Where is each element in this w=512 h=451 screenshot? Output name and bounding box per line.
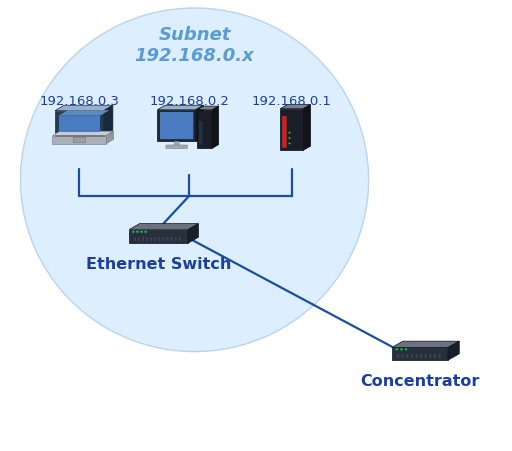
FancyBboxPatch shape <box>73 138 86 143</box>
FancyBboxPatch shape <box>158 237 161 242</box>
Circle shape <box>136 231 139 234</box>
Polygon shape <box>58 116 100 133</box>
Polygon shape <box>129 224 199 230</box>
Polygon shape <box>212 107 219 149</box>
FancyBboxPatch shape <box>401 354 404 359</box>
Polygon shape <box>52 132 114 136</box>
FancyBboxPatch shape <box>411 354 414 359</box>
FancyBboxPatch shape <box>166 237 169 242</box>
Text: Ethernet Switch: Ethernet Switch <box>86 256 231 272</box>
Polygon shape <box>188 224 199 244</box>
FancyBboxPatch shape <box>396 354 399 359</box>
Ellipse shape <box>20 9 369 352</box>
Polygon shape <box>392 348 448 360</box>
Polygon shape <box>281 110 303 151</box>
FancyBboxPatch shape <box>160 113 194 140</box>
Polygon shape <box>55 111 103 136</box>
FancyBboxPatch shape <box>420 354 423 359</box>
Polygon shape <box>303 106 310 151</box>
Text: Concentrator: Concentrator <box>360 373 480 389</box>
FancyBboxPatch shape <box>178 237 181 242</box>
Polygon shape <box>197 107 219 110</box>
Polygon shape <box>106 132 114 144</box>
Circle shape <box>140 231 143 234</box>
Circle shape <box>144 231 147 234</box>
Polygon shape <box>448 341 459 360</box>
Polygon shape <box>158 106 204 110</box>
Polygon shape <box>196 106 204 142</box>
FancyBboxPatch shape <box>154 237 157 242</box>
FancyBboxPatch shape <box>141 237 144 242</box>
Text: 192.168.0.1: 192.168.0.1 <box>252 95 332 108</box>
FancyBboxPatch shape <box>424 354 427 359</box>
FancyBboxPatch shape <box>199 122 203 145</box>
FancyBboxPatch shape <box>429 354 432 359</box>
FancyBboxPatch shape <box>162 237 165 242</box>
Circle shape <box>395 348 398 351</box>
Polygon shape <box>281 106 310 110</box>
Polygon shape <box>58 111 110 116</box>
Circle shape <box>400 348 402 351</box>
Polygon shape <box>55 106 113 111</box>
Polygon shape <box>197 110 212 149</box>
Polygon shape <box>174 142 180 147</box>
FancyBboxPatch shape <box>166 146 187 149</box>
FancyBboxPatch shape <box>433 354 436 359</box>
FancyBboxPatch shape <box>438 354 441 359</box>
Polygon shape <box>158 110 196 142</box>
FancyBboxPatch shape <box>150 237 153 242</box>
Polygon shape <box>52 136 106 144</box>
Circle shape <box>132 231 135 234</box>
Text: 192.168.0.3: 192.168.0.3 <box>39 95 119 108</box>
FancyBboxPatch shape <box>170 237 173 242</box>
Circle shape <box>289 143 291 145</box>
FancyBboxPatch shape <box>133 237 136 242</box>
FancyBboxPatch shape <box>145 237 148 242</box>
Circle shape <box>289 133 291 134</box>
Polygon shape <box>103 106 113 136</box>
FancyBboxPatch shape <box>174 237 177 242</box>
Circle shape <box>289 138 291 140</box>
Polygon shape <box>392 341 459 348</box>
FancyBboxPatch shape <box>137 237 140 242</box>
Text: Subnet
192.168.0.x: Subnet 192.168.0.x <box>135 26 254 64</box>
Text: 192.168.0.2: 192.168.0.2 <box>150 95 229 108</box>
Circle shape <box>404 348 407 351</box>
Polygon shape <box>129 230 188 244</box>
FancyBboxPatch shape <box>406 354 409 359</box>
FancyBboxPatch shape <box>415 354 418 359</box>
FancyBboxPatch shape <box>282 117 287 148</box>
